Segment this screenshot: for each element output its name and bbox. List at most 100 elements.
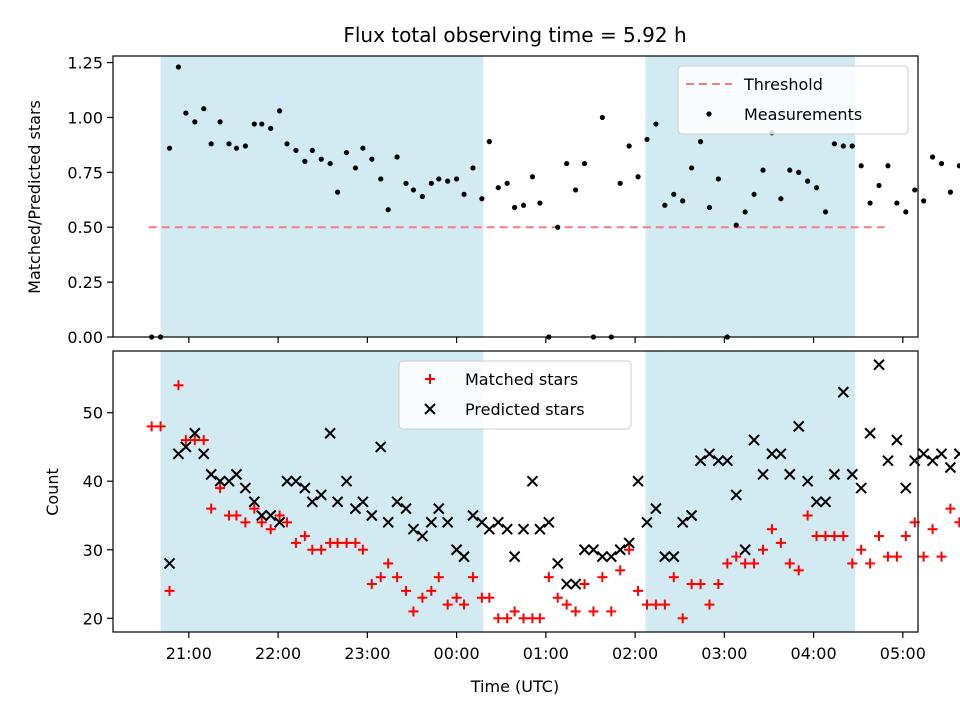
matched-star-point (518, 613, 529, 624)
measurement-point (867, 200, 873, 206)
predicted-star-point (837, 386, 850, 398)
predicted-star-point (596, 550, 609, 563)
measurement-point (644, 136, 650, 143)
matched-star-point (392, 572, 403, 583)
matched-star-point (383, 558, 394, 569)
x-tick-label: 01:00 (523, 644, 569, 663)
matched-star-point (350, 537, 361, 548)
predicted-star-point (810, 496, 823, 508)
predicted-star-point (382, 516, 394, 529)
measurement-point (733, 222, 739, 228)
matched-star-point (493, 613, 504, 624)
predicted-star-point (730, 489, 742, 501)
predicted-star-point (306, 496, 319, 508)
matched-star-point (713, 579, 724, 590)
bottom-y-axis-label: Count (43, 468, 62, 516)
predicted-star-point (400, 502, 412, 515)
ratio-panel: 0.00 0.25 0.50 0.75 1.00 1.25 Threshold Measure… (67, 54, 960, 347)
matched-star-point (451, 592, 462, 603)
predicted-star-point (873, 359, 885, 371)
matched-star-point (802, 510, 813, 521)
matched-star-point (265, 524, 276, 535)
predicted-star-point (855, 482, 867, 494)
y-tick-label: 0.50 (67, 218, 103, 237)
measurement-point (581, 160, 588, 167)
y-tick-label: 0.75 (67, 163, 103, 182)
measurement-point (352, 165, 359, 171)
predicted-star-point (882, 454, 894, 467)
matched-star-point (433, 572, 444, 583)
legend-label: Measurements (744, 105, 862, 124)
measurement-point (175, 64, 182, 70)
predicted-star-point (508, 550, 521, 563)
y-tick-label: 1.25 (67, 54, 103, 73)
matched-star-point (641, 599, 652, 610)
measurement-point (903, 209, 909, 215)
x-tick-label: 22:00 (255, 644, 301, 663)
matched-star-point (552, 592, 563, 603)
x-axis-label: Time (UTC) (470, 677, 559, 696)
matched-star-point (256, 517, 267, 528)
measurement-point (284, 141, 290, 147)
matched-star-point (316, 544, 327, 555)
predicted-star-point (526, 475, 539, 487)
measurement-point (921, 198, 927, 204)
measurement-point (201, 106, 207, 112)
matched-star-point (459, 599, 470, 610)
measurement-point (635, 174, 641, 180)
matched-star-point (811, 531, 822, 542)
matched-star-point (731, 551, 742, 562)
measurement-point (242, 143, 248, 149)
measurement-point (689, 165, 695, 171)
predicted-star-point (433, 502, 445, 515)
measurement-point (894, 200, 900, 206)
matched-star-point (307, 544, 318, 555)
measurement-point (453, 176, 460, 182)
measurement-point (760, 167, 766, 173)
measurement-point (813, 185, 820, 191)
matched-star-point (570, 606, 581, 617)
x-tick-label: 03:00 (701, 644, 747, 663)
predicted-star-point (273, 516, 286, 529)
measurement-point (680, 198, 686, 204)
measurement-point (251, 121, 257, 127)
measurement-point (555, 224, 561, 230)
measurement-point (912, 187, 918, 193)
predicted-star-point (685, 509, 698, 522)
matched-star-point (874, 531, 885, 542)
measurement-point (520, 202, 527, 208)
measurement-point (369, 156, 375, 162)
predicted-star-point (900, 482, 912, 494)
measurement-point (233, 145, 240, 151)
y-tick-label: 0.00 (67, 328, 103, 347)
x-tick-label: 00:00 (434, 644, 480, 663)
predicted-star-point (578, 544, 591, 556)
matched-star-point (146, 421, 157, 432)
measurement-point (403, 180, 409, 186)
matched-star-point (927, 524, 938, 535)
top-shaded-interval (160, 56, 484, 337)
matched-star-point (180, 435, 191, 446)
predicted-star-point (846, 468, 858, 481)
matched-star-point (561, 599, 572, 610)
measurement-point (662, 202, 668, 208)
measurement-point (166, 145, 173, 151)
matched-star-point (357, 544, 368, 555)
matched-star-point (240, 517, 251, 528)
measurement-point (947, 189, 954, 195)
predicted-star-point (623, 537, 635, 549)
matched-star-point (704, 599, 715, 610)
matched-star-point (686, 579, 697, 590)
measurement-point (293, 147, 299, 153)
measurement-point (564, 160, 570, 167)
predicted-star-point (248, 496, 261, 508)
predicted-star-point (163, 557, 176, 570)
x-tick-label: 04:00 (791, 644, 837, 663)
measurement-point (461, 191, 467, 197)
predicted-star-point (819, 496, 832, 508)
y-tick-label: 0.25 (67, 273, 103, 292)
count-panel: 20 30 40 50 21:00 22:00 23:00 00:00 01:00 02:00 03… (83, 350, 960, 663)
predicted-star-point (891, 434, 903, 446)
measurement-point (470, 165, 476, 171)
predicted-star-point (552, 557, 564, 570)
